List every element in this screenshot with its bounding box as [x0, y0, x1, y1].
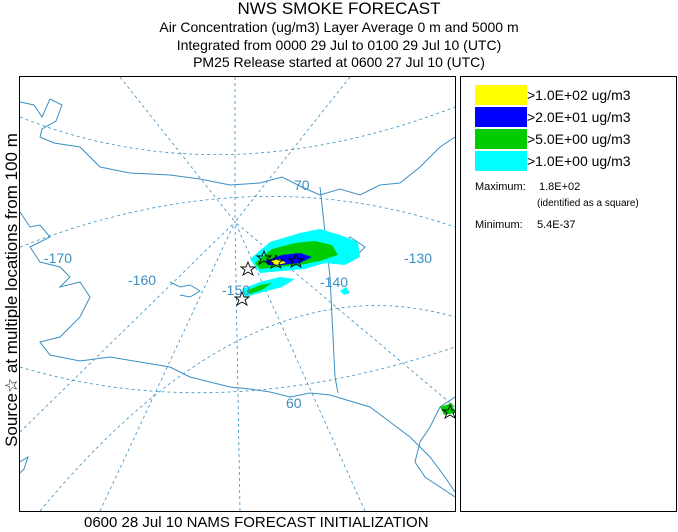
lat-label-60: 60	[286, 395, 302, 411]
plume-contour-cyan-east	[340, 287, 350, 295]
legend-swatch-yellow	[475, 85, 527, 105]
legend-panel: >1.0E+02 ug/m3 >2.0E+01 ug/m3 >5.0E+00 u…	[460, 76, 677, 512]
legend-swatch-green	[475, 129, 527, 149]
source-star	[255, 249, 273, 266]
lon-label-170: -170	[44, 250, 72, 266]
forecast-subtitle-integration: Integrated from 0000 29 Jul to 0100 29 J…	[176, 37, 502, 53]
lat-label-70: 70	[294, 177, 310, 193]
legend-label-4: >1.0E+00 ug/m3	[527, 153, 631, 169]
forecast-subtitle-concentration: Air Concentration (ug/m3) Layer Average …	[159, 19, 519, 35]
source-markers	[233, 249, 455, 420]
maximum-note: (identified as a square)	[537, 198, 639, 209]
forecast-title: NWS SMOKE FORECAST	[237, 0, 441, 18]
source-star	[233, 290, 251, 307]
coastline	[20, 98, 455, 498]
source-star	[239, 260, 257, 277]
maximum-label: Maximum:	[475, 181, 526, 193]
map-canvas: -170 -160 -150 -140 -130 70 60	[20, 77, 455, 511]
lon-label-160: -160	[128, 272, 156, 288]
source-star	[287, 252, 305, 269]
lon-label-150: -150	[222, 282, 250, 298]
legend-label-1: >1.0E+02 ug/m3	[527, 87, 631, 103]
legend-label-3: >5.0E+00 ug/m3	[527, 131, 631, 147]
legend-swatch-cyan	[475, 151, 527, 171]
longitude-lines	[20, 77, 455, 511]
legend-label-2: >2.0E+01 ug/m3	[527, 109, 631, 125]
source-star	[441, 403, 455, 420]
plume-contour-edge	[440, 403, 455, 415]
map-panel: -170 -160 -150 -140 -130 70 60	[19, 76, 456, 512]
forecast-subtitle-release: PM25 Release started at 0600 27 Jul 10 (…	[193, 54, 485, 70]
source-star	[267, 253, 285, 270]
minimum-value: 5.4E-37	[537, 219, 576, 231]
legend-swatch-blue	[475, 107, 527, 127]
lon-label-140: -140	[320, 274, 348, 290]
lon-label-130: -130	[404, 250, 432, 266]
initialization-footer: 0600 28 Jul 10 NAMS FORECAST INITIALIZAT…	[84, 514, 429, 531]
plume-contour-green-south	[246, 283, 272, 294]
maximum-value: 1.8E+02	[539, 181, 581, 193]
smoke-plume	[242, 229, 455, 415]
minimum-label: Minimum:	[475, 219, 523, 231]
latitude-lines	[20, 106, 455, 511]
